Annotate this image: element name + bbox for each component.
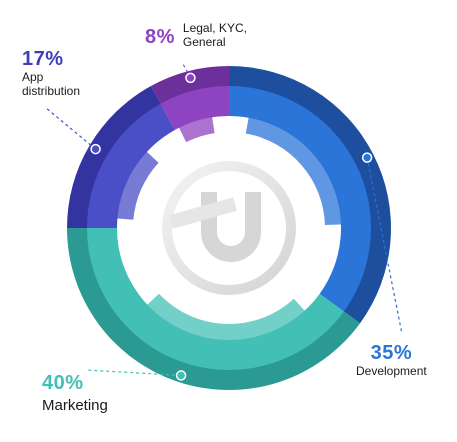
label-marketing: 40% Marketing [42, 372, 108, 414]
brand-u-logo-icon [162, 161, 296, 295]
slice-inner-legal-kyc-general [178, 115, 215, 143]
slice-inner-app-distribution [115, 150, 159, 220]
callout-line-app-distribution [45, 107, 96, 150]
value-label: 8% [145, 26, 175, 48]
label-development: 35% Development [356, 342, 427, 379]
slice-app-distribution [87, 103, 176, 228]
slice-outer-marketing [67, 228, 361, 391]
slice-outer-development [229, 66, 391, 324]
value-label: 40% [42, 372, 84, 394]
label-legal-kyc-general: 8% Legal, KYC, General [145, 21, 247, 50]
value-label: 35% [370, 342, 413, 364]
slice-marketing [87, 228, 344, 370]
category-label: App distribution [22, 70, 81, 98]
slice-inner-marketing [145, 293, 306, 342]
callout-line-marketing [85, 369, 182, 377]
label-app-distribution: 17% App distribution [22, 48, 80, 99]
slice-development [229, 86, 371, 312]
category-label: Development [356, 364, 427, 378]
slice-outer-legal-kyc-general [150, 66, 229, 106]
category-label: Marketing [42, 397, 108, 414]
callout-line-legal-kyc-general [181, 61, 191, 79]
slice-inner-development [245, 115, 343, 225]
category-label: Legal, KYC, General [182, 21, 247, 49]
value-label: 17% [22, 48, 64, 70]
slice-legal-kyc-general [160, 86, 229, 130]
